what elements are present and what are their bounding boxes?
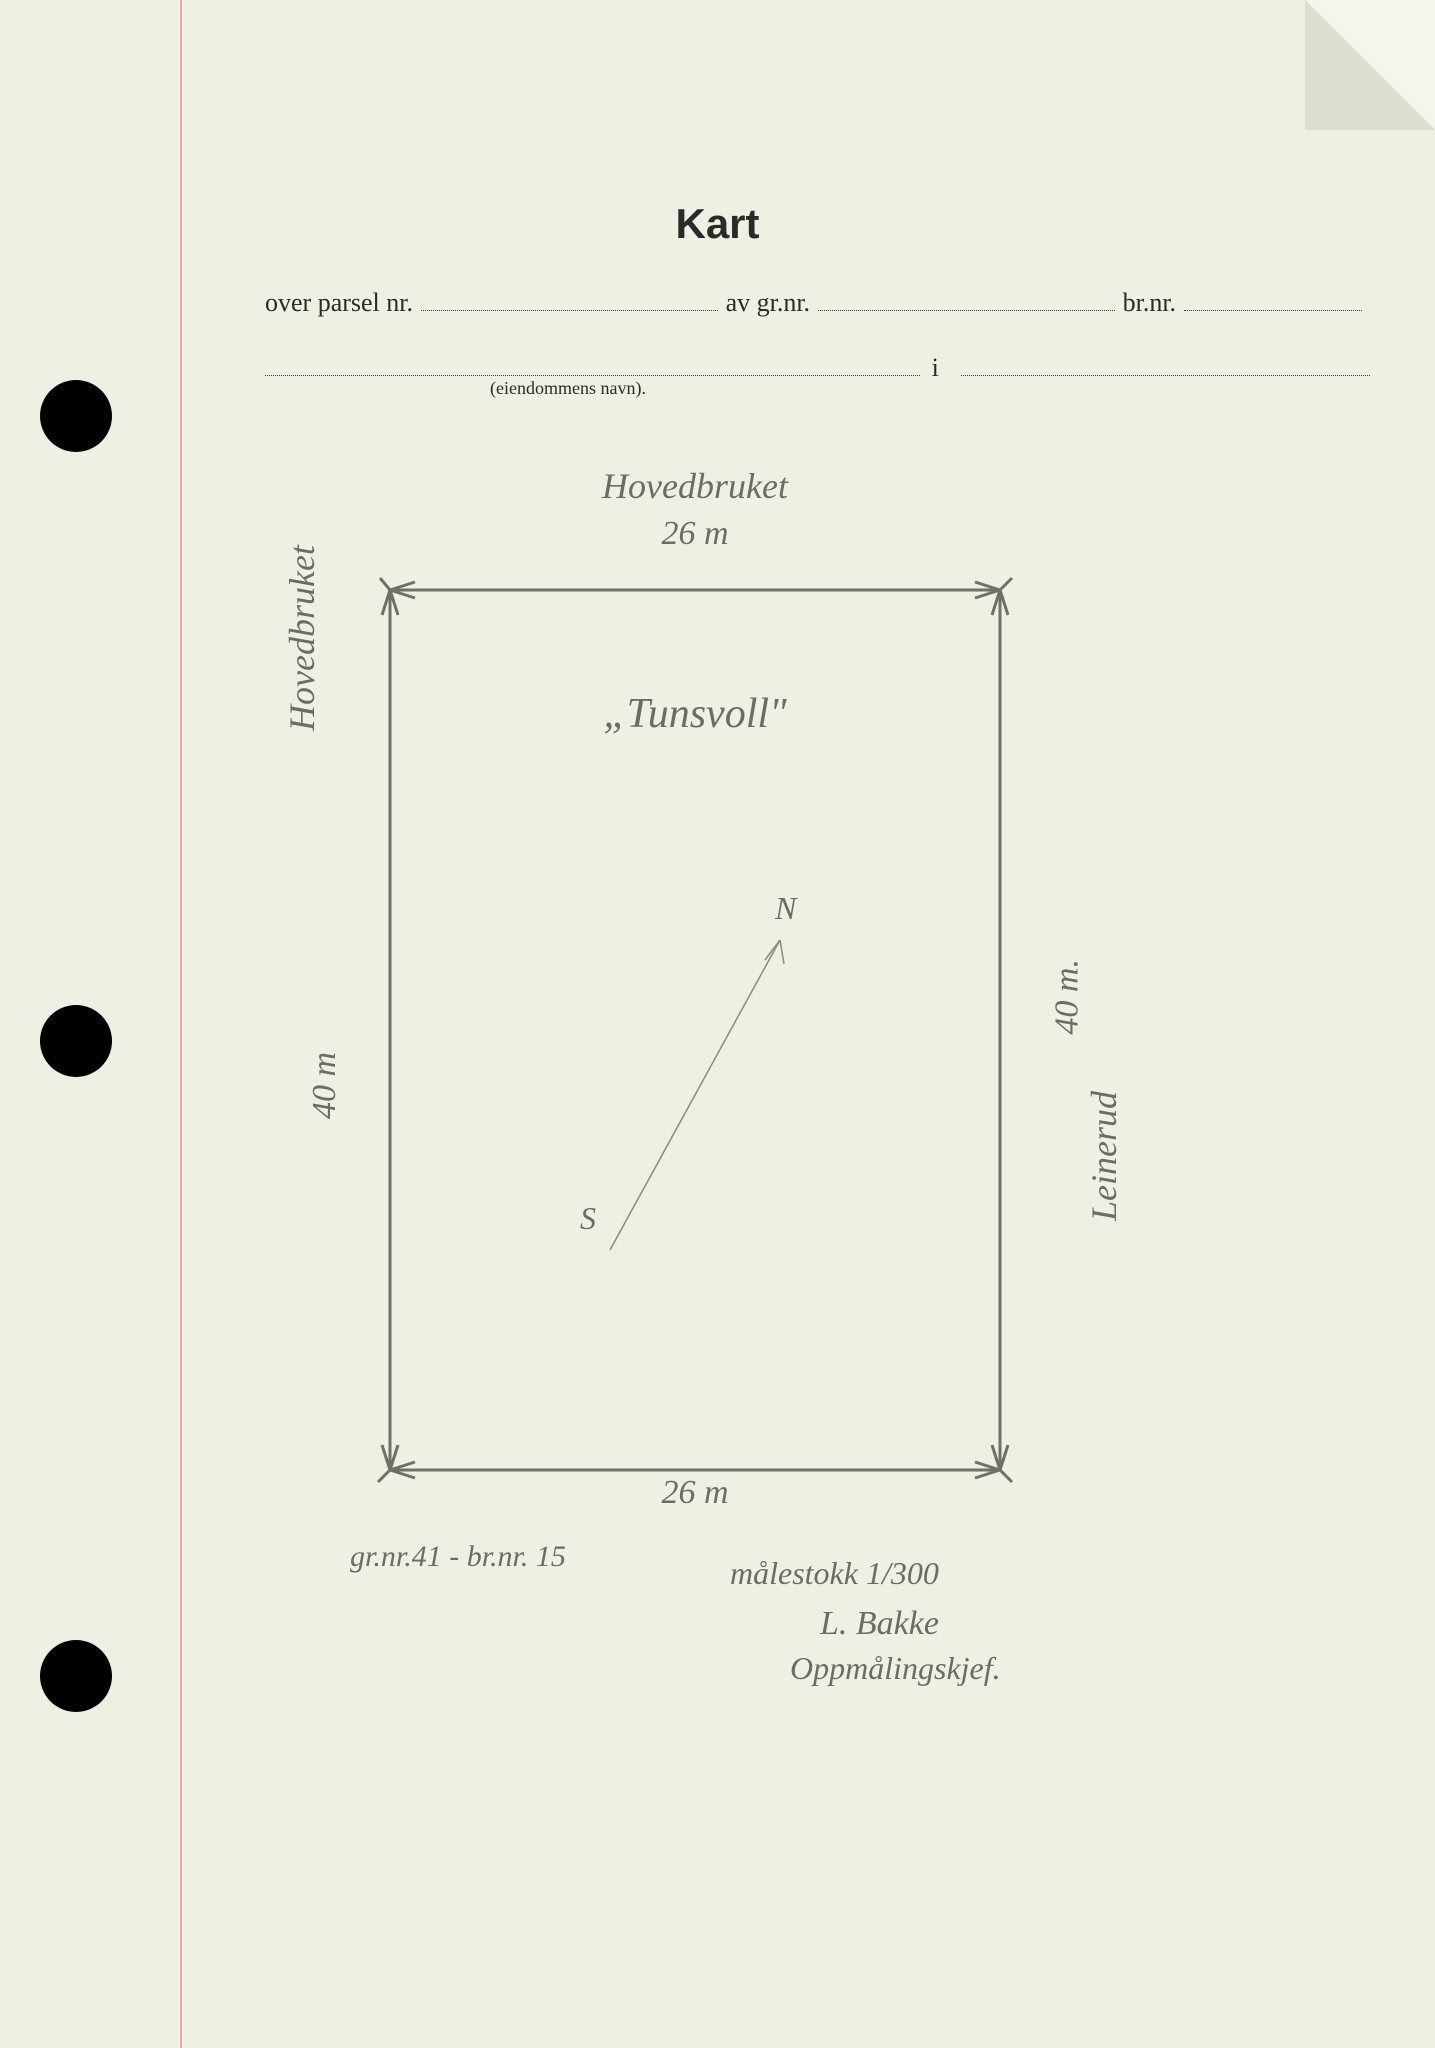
label-brnr: br.nr. [1123, 288, 1176, 318]
label-parcel: over parsel nr. [265, 288, 413, 318]
blank-field [818, 280, 1115, 311]
punch-hole [40, 1640, 112, 1712]
form-row-name: i [265, 345, 1370, 383]
punch-hole [40, 380, 112, 452]
south-dimension: 26 m [661, 1474, 728, 1512]
north-dimension: 26 m [661, 515, 728, 553]
form-row-parcel: over parsel nr. av gr.nr. br.nr. [265, 280, 1370, 318]
margin-rule [180, 0, 182, 2048]
signature-name: L. Bakke [820, 1605, 939, 1643]
west-dimension: 40 m [306, 1052, 344, 1119]
punch-hole [40, 1005, 112, 1077]
label-i: i [920, 353, 951, 383]
blank-field [421, 280, 718, 311]
compass-n: N [775, 890, 796, 927]
blank-field [961, 345, 1370, 376]
east-side-label: Leinerud [1083, 1091, 1125, 1221]
compass-s: S [580, 1200, 596, 1237]
east-dimension: 40 m. [1049, 959, 1087, 1035]
north-side-label: Hovedbruket [602, 465, 788, 507]
west-side-label: Hovedbruket [281, 545, 323, 731]
plot-reference: gr.nr.41 - br.nr. 15 [350, 1540, 566, 1574]
plot-diagram: Hovedbruket 26 m Hovedbruket 40 m Leiner… [360, 560, 1030, 1520]
scale-label: målestokk 1/300 [730, 1555, 939, 1592]
page-title: Kart [675, 200, 759, 248]
blank-field [1184, 280, 1362, 311]
page-fold [1305, 0, 1435, 130]
sublabel-property-name: (eiendommens navn). [490, 378, 646, 399]
plot-name: „Tunsvoll" [603, 690, 786, 738]
blank-field [265, 345, 920, 376]
label-grnr: av gr.nr. [726, 288, 811, 318]
signature-title: Oppmålingskjef. [790, 1650, 1001, 1687]
